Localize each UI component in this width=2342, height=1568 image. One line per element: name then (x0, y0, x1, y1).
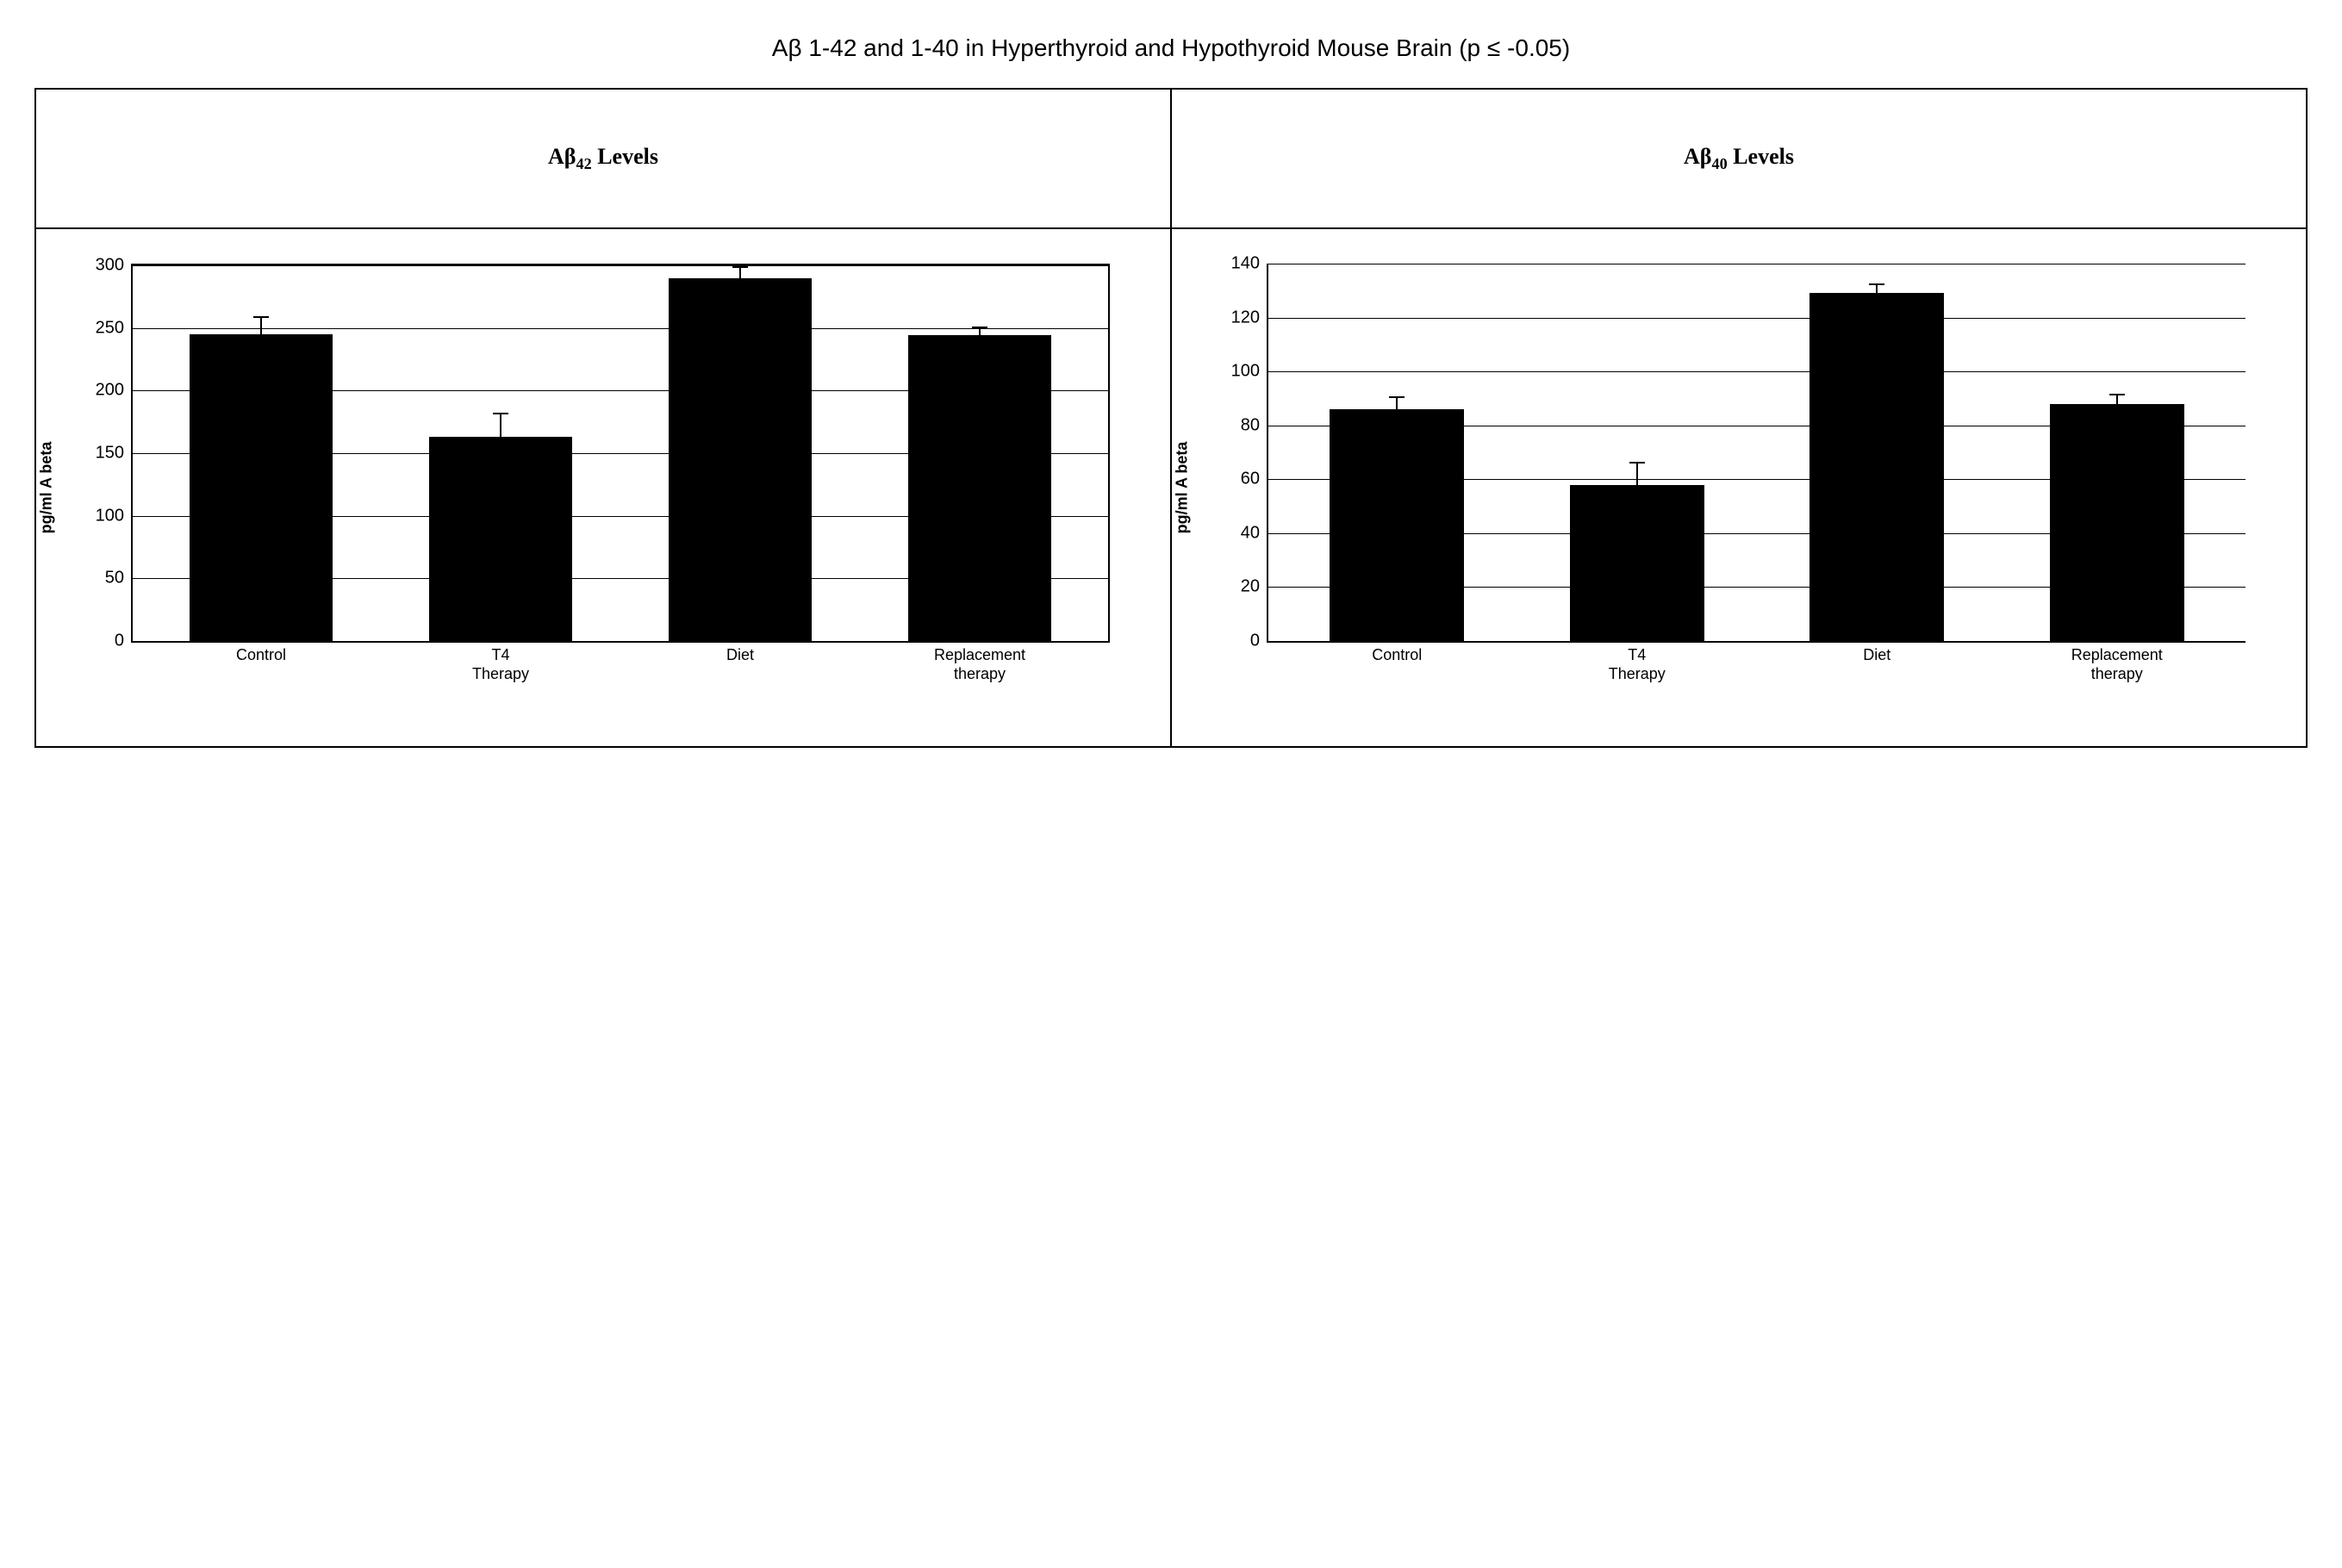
ytick-label: 0 (115, 632, 133, 651)
chart-ab42: 050100150200250300ControlT4 TherapyDietR… (131, 264, 1110, 712)
bar (669, 278, 813, 641)
error-cap (1389, 396, 1405, 398)
error-bar (1876, 285, 1878, 293)
bar-slot (620, 265, 860, 641)
bar-slot (1997, 264, 2238, 641)
bar (429, 437, 573, 641)
error-cap (253, 316, 269, 318)
ytick-label: 250 (96, 318, 133, 338)
ytick-label: 140 (1231, 254, 1268, 274)
error-cap (493, 413, 508, 414)
ytick-label: 100 (96, 506, 133, 526)
x-axis-label: Diet (620, 646, 860, 683)
panel-header-prefix: Aβ (1684, 144, 1711, 169)
x-axis-label: T4 Therapy (1517, 646, 1758, 683)
panel-header-ab40: Aβ40 Levels (1172, 90, 2306, 229)
error-bar (1636, 464, 1638, 485)
chart-wrap-ab40: pg/ml A beta 020406080100120140ControlT4… (1172, 229, 2306, 746)
panels-container: Aβ42 Levels pg/ml A beta 050100150200250… (34, 88, 2308, 748)
ytick-label: 150 (96, 444, 133, 464)
x-axis-label: Replacement therapy (1997, 646, 2238, 683)
panel-header-suffix: Levels (592, 144, 658, 169)
ytick-label: 100 (1231, 362, 1268, 382)
title-prefix: Aβ (772, 34, 802, 61)
y-axis-label: pg/ml A beta (38, 442, 56, 534)
ytick-label: 50 (105, 569, 133, 588)
error-bar (260, 318, 262, 334)
ytick-label: 40 (1241, 523, 1268, 543)
panel-header-suffix: Levels (1728, 144, 1794, 169)
error-cap (732, 266, 748, 268)
bar-slot (141, 265, 381, 641)
bar-slot (1757, 264, 1997, 641)
panel-ab42: Aβ42 Levels pg/ml A beta 050100150200250… (36, 90, 1170, 746)
ytick-label: 300 (96, 256, 133, 276)
bar-slot (381, 265, 620, 641)
error-cap (2109, 394, 2125, 395)
bar (2050, 404, 2184, 641)
error-bar (500, 414, 501, 437)
page-title: Aβ 1-42 and 1-40 in Hyperthyroid and Hyp… (34, 34, 2308, 62)
plot-frame: 050100150200250300ControlT4 TherapyDietR… (131, 264, 1110, 643)
x-axis-label: Diet (1757, 646, 1997, 683)
error-bar (979, 328, 981, 336)
panel-header-sub: 42 (576, 155, 592, 172)
ytick-label: 20 (1241, 577, 1268, 597)
ytick-label: 80 (1241, 415, 1268, 435)
ytick-label: 0 (1250, 632, 1268, 651)
x-axis-label: T4 Therapy (381, 646, 620, 683)
panel-header-sub: 40 (1712, 155, 1728, 172)
chart-wrap-ab42: pg/ml A beta 050100150200250300ControlT4… (36, 229, 1170, 746)
panel-header-ab42: Aβ42 Levels (36, 90, 1170, 229)
bar (1330, 409, 1464, 641)
y-axis-label: pg/ml A beta (1174, 442, 1192, 534)
bar (190, 334, 333, 641)
bar (1809, 293, 1944, 641)
x-labels-row: ControlT4 TherapyDietReplacement therapy (1268, 641, 2245, 683)
panel-ab40: Aβ40 Levels pg/ml A beta 020406080100120… (1170, 90, 2306, 746)
bar-slot (860, 265, 1099, 641)
bar-slot (1277, 264, 1517, 641)
title-rest: 1-42 and 1-40 in Hyperthyroid and Hypoth… (802, 34, 1571, 61)
plot-frame: 020406080100120140ControlT4 TherapyDietR… (1267, 264, 2245, 643)
bar (908, 335, 1052, 641)
ytick-label: 120 (1231, 308, 1268, 327)
bar-slot (1517, 264, 1758, 641)
bar (1570, 485, 1704, 641)
chart-ab40: 020406080100120140ControlT4 TherapyDietR… (1267, 264, 2245, 712)
error-cap (1629, 462, 1645, 464)
ytick-label: 60 (1241, 470, 1268, 489)
panel-header-prefix: Aβ (548, 144, 576, 169)
error-bar (2116, 395, 2118, 403)
x-axis-label: Control (1277, 646, 1517, 683)
ytick-label: 200 (96, 381, 133, 401)
x-labels-row: ControlT4 TherapyDietReplacement therapy (133, 641, 1108, 683)
x-axis-label: Control (141, 646, 381, 683)
error-bar (1396, 398, 1398, 409)
error-cap (972, 327, 987, 328)
x-axis-label: Replacement therapy (860, 646, 1099, 683)
error-bar (739, 268, 741, 278)
bars-container (133, 265, 1108, 641)
error-cap (1869, 283, 1884, 285)
bars-container (1268, 264, 2245, 641)
